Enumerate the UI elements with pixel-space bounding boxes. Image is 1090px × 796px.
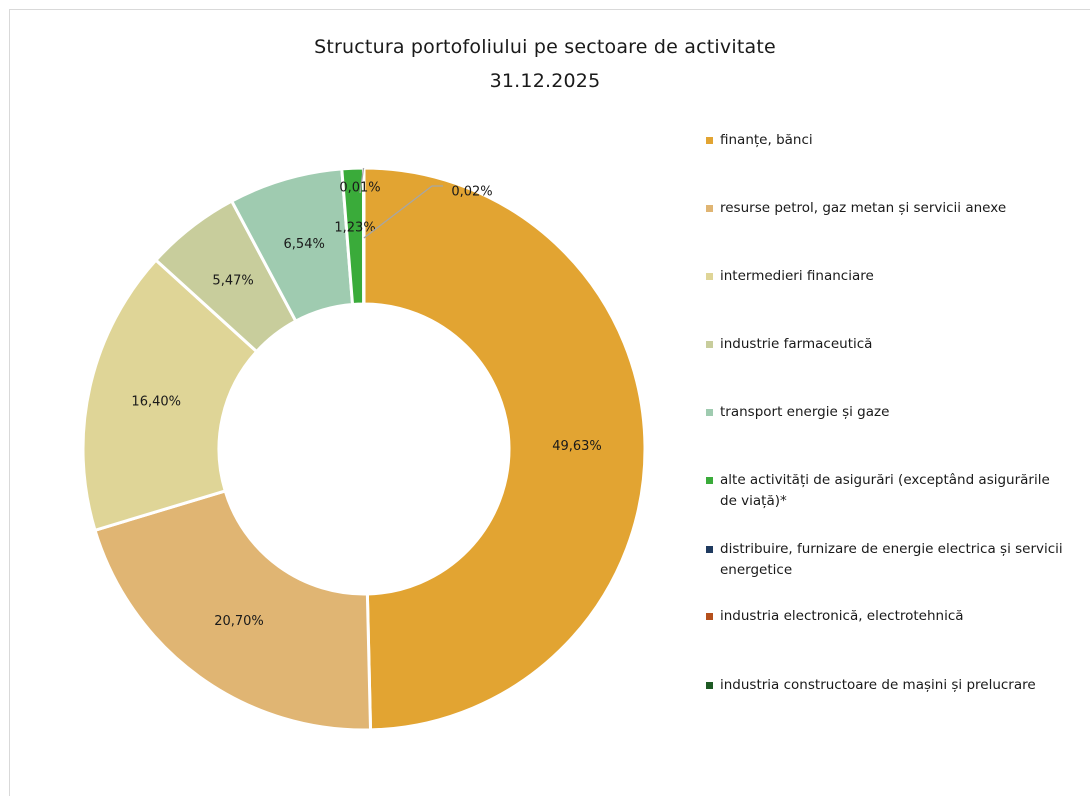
- legend-label: alte activități de asigurări (exceptând …: [720, 472, 1050, 509]
- data-label-6: 0,01%: [339, 181, 380, 196]
- legend-item-7[interactable]: industria electronică, electrotehnică: [706, 606, 1066, 627]
- legend-item-5[interactable]: alte activități de asigurări (exceptând …: [706, 470, 1066, 512]
- legend-item-1[interactable]: resurse petrol, gaz metan și servicii an…: [706, 198, 1066, 219]
- legend-item-3[interactable]: industrie farmaceutică: [706, 334, 1066, 355]
- leader-line-6: [359, 167, 365, 194]
- legend-swatch: [706, 341, 713, 348]
- legend-label: industria electronică, electrotehnică: [720, 608, 964, 624]
- data-label-5: 1,23%: [334, 221, 375, 236]
- legend-label: resurse petrol, gaz metan și servicii an…: [720, 200, 1007, 216]
- legend-swatch: [706, 273, 713, 280]
- legend-label: distribuire, furnizare de energie electr…: [720, 541, 1063, 578]
- legend-item-8[interactable]: industria constructoare de mașini și pre…: [706, 675, 1066, 696]
- legend-label: industria constructoare de mașini și pre…: [720, 677, 1036, 693]
- slice-2[interactable]: [81, 258, 259, 533]
- legend-item-4[interactable]: transport energie și gaze: [706, 402, 1066, 423]
- legend-label: intermedieri financiare: [720, 268, 874, 284]
- legend-item-0[interactable]: finanțe, bănci: [706, 130, 1066, 151]
- legend-label: transport energie și gaze: [720, 404, 890, 420]
- data-label-7: 0,02%: [451, 185, 492, 200]
- legend-swatch: [706, 137, 713, 144]
- legend-label: industrie farmaceutică: [720, 336, 873, 352]
- legend-swatch: [706, 409, 713, 416]
- chart-header: Structura portofoliului pe sectoare de a…: [0, 30, 1090, 98]
- legend-swatch: [706, 205, 713, 212]
- chart-subtitle: 31.12.2025: [489, 70, 601, 92]
- legend-swatch: [706, 477, 713, 484]
- data-label-1: 20,70%: [214, 614, 264, 629]
- chart-frame: [9, 9, 1090, 796]
- legend-swatch: [706, 613, 713, 620]
- slice-1[interactable]: [93, 489, 373, 732]
- data-label-0: 49,63%: [552, 439, 602, 454]
- data-label-2: 16,40%: [131, 395, 181, 410]
- legend-swatch: [706, 546, 713, 553]
- legend-swatch: [706, 682, 713, 689]
- legend-item-2[interactable]: intermedieri financiare: [706, 266, 1066, 287]
- slice-0[interactable]: [362, 166, 647, 732]
- legend-item-6[interactable]: distribuire, furnizare de energie electr…: [706, 539, 1066, 581]
- data-label-3: 5,47%: [212, 273, 253, 288]
- legend-label: finanțe, bănci: [720, 132, 813, 148]
- chart-title: Structura portofoliului pe sectoare de a…: [314, 36, 776, 58]
- leader-line-7: [363, 185, 443, 239]
- data-label-4: 6,54%: [284, 237, 325, 252]
